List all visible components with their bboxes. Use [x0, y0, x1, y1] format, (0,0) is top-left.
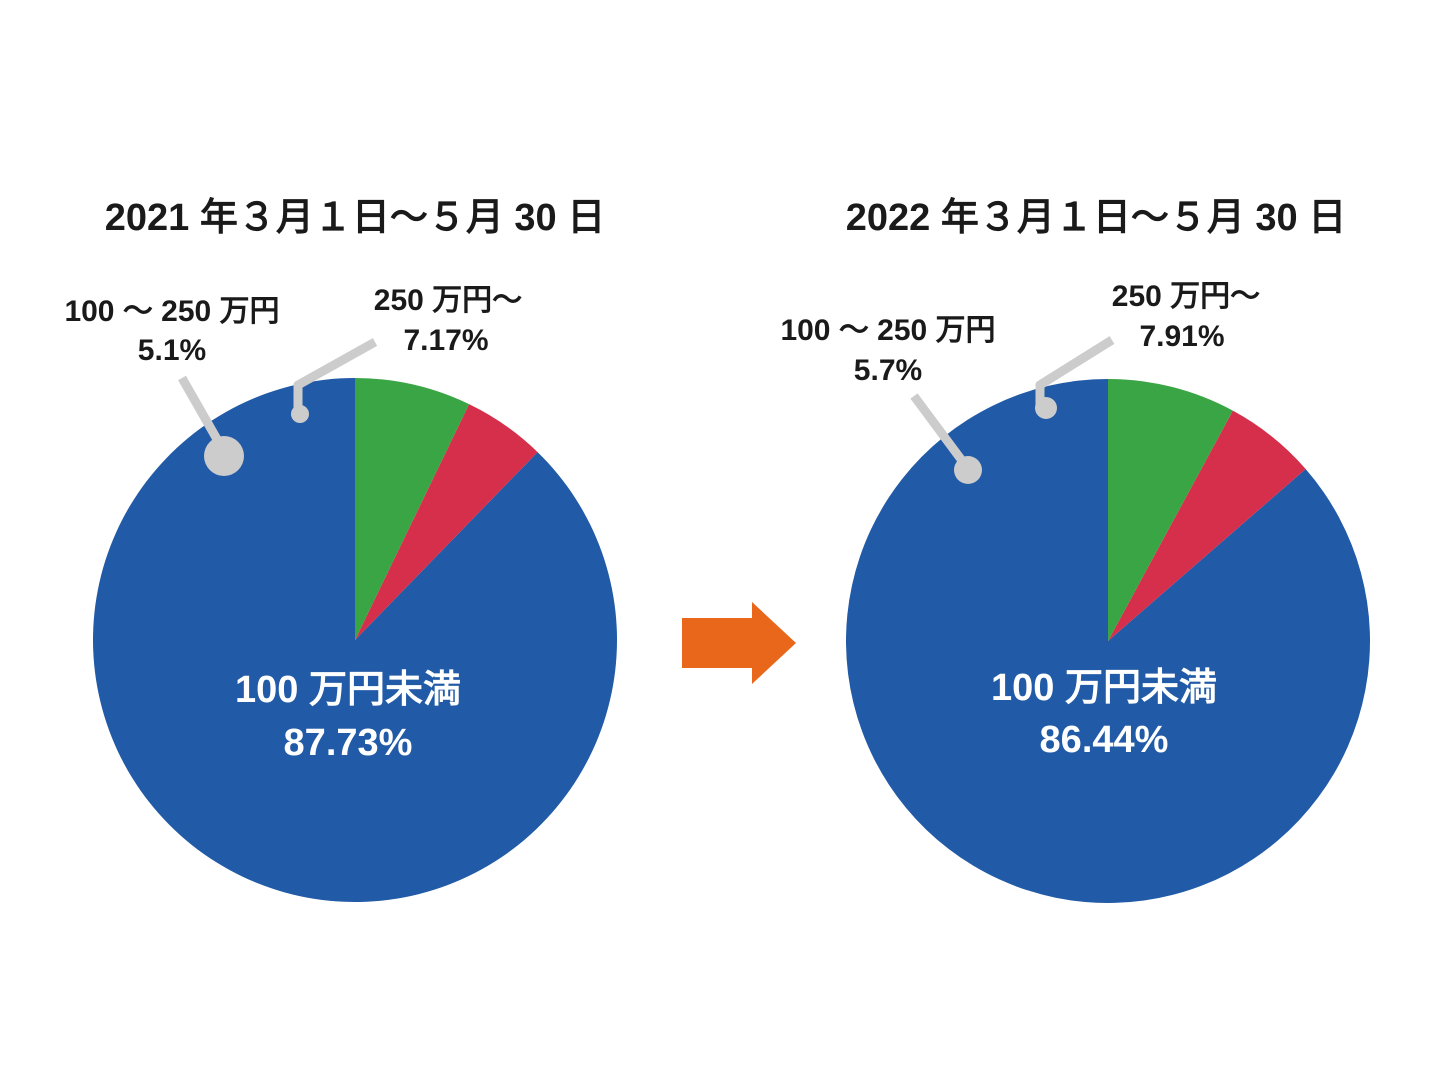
pie-chart-2021: 2021 年３月１日～５月 30 日 100 ～ 250 万円 5.1% 250…: [64, 197, 617, 902]
slice-mid: [355, 404, 538, 640]
leader-dot-mid: [204, 436, 244, 476]
leader-dot-high: [291, 405, 309, 423]
slice-value-mid: 5.7%: [854, 354, 922, 387]
slice-label-low: 100 万円未満: [235, 669, 461, 711]
slice-value-high: 7.17%: [403, 324, 488, 357]
leader-dot-high: [1035, 397, 1057, 419]
pie-chart-2022: 2022 年３月１日～５月 30 日 100 ～ 250 万円 5.7% 250…: [780, 197, 1371, 904]
pie-slices: [846, 379, 1371, 904]
leader-lines: [178, 338, 378, 476]
chart-title: 2021 年３月１日～５月 30 日: [105, 197, 605, 239]
slice-label-high: 250 万円～: [1112, 280, 1260, 313]
leader-line-mid: [178, 375, 226, 451]
slice-high: [355, 378, 470, 640]
slice-high: [1108, 379, 1233, 641]
slice-value-mid: 5.1%: [138, 334, 206, 367]
chart-title: 2022 年３月１日～５月 30 日: [846, 197, 1346, 239]
pie-slices: [92, 377, 617, 902]
slice-label-low: 100 万円未満: [991, 667, 1217, 709]
slice-label-high: 250 万円～: [374, 284, 522, 317]
slice-value-high: 7.91%: [1139, 320, 1224, 353]
slice-label-mid: 100 ～ 250 万円: [780, 314, 995, 347]
slice-value-low: 87.73%: [284, 722, 413, 764]
slice-label-mid: 100 ～ 250 万円: [64, 295, 279, 328]
leader-lines: [910, 336, 1115, 484]
leader-line-high: [293, 338, 378, 412]
slice-mid: [1108, 410, 1306, 641]
leader-line-mid: [910, 393, 970, 469]
slice-low: [92, 377, 617, 902]
leader-line-high: [1035, 336, 1115, 405]
leader-dot-mid: [954, 456, 982, 484]
slice-value-low: 86.44%: [1040, 719, 1169, 761]
arrow-right-icon: [682, 602, 796, 684]
